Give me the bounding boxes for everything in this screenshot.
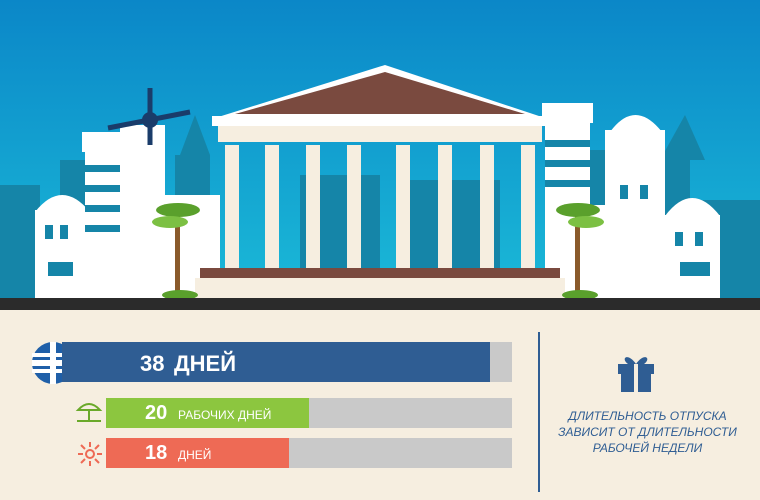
bar-track-3 (106, 438, 512, 468)
bar-fill-2 (106, 398, 309, 428)
bar-track-1 (62, 342, 512, 382)
gift-icon (618, 357, 654, 392)
greek-cityscape-illustration (0, 0, 760, 310)
bar-fill-3 (106, 438, 289, 468)
sun-icon (78, 442, 102, 466)
bar-label-2: РАБОЧИХ ДНЕЙ (178, 408, 272, 422)
bar-fill-1 (62, 342, 490, 382)
bar-value-2: 20 (145, 402, 168, 424)
bar-label-3: ДНЕЙ (178, 448, 212, 462)
vacation-note: ДЛИТЕЛЬНОСТЬ ОТПУСКА ЗАВИСИТ ОТ ДЛИТЕЛЬН… (545, 408, 750, 456)
note-line-2: ЗАВИСИТ ОТ ДЛИТЕЛЬНОСТИ (558, 425, 737, 439)
vacation-infographic: 38 ДНЕЙ 20 РАБОЧИХ ДНЕЙ 18 Д (0, 310, 760, 500)
divider-line (538, 332, 540, 492)
beach-umbrella-icon (75, 403, 103, 422)
note-line-3: РАБОЧЕЙ НЕДЕЛИ (592, 441, 703, 455)
note-line-1: ДЛИТЕЛЬНОСТЬ ОТПУСКА (568, 409, 727, 423)
bar-value-3: 18 (145, 442, 168, 464)
bar-track-2 (106, 398, 512, 428)
bar-label-1: ДНЕЙ (174, 351, 237, 376)
bar-value-1: 38 (140, 351, 165, 376)
